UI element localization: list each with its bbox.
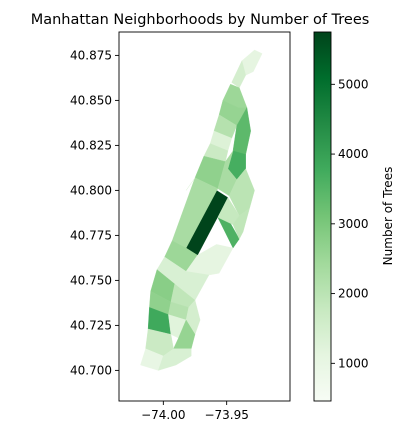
neighborhood-region-26: [185, 299, 201, 335]
y-axis-ticks: 40.875 40.850 40.825 40.800 40.775 40.750 40.7…: [70, 48, 119, 377]
colorbar-ticks: 1000 2000 3000 4000 5000: [331, 77, 369, 370]
chart-title: Manhattan Neighborhoods by Number of Tre…: [31, 12, 370, 28]
colorbar-tick-label-1: 1000: [338, 356, 369, 370]
colorbar-tick-label-4: 4000: [338, 147, 369, 161]
y-tick-label-5: 40.775: [70, 228, 112, 242]
neighborhood-region-2: [231, 60, 246, 89]
neighborhood-region-17: [232, 207, 250, 240]
neighborhood-regions: [140, 49, 263, 371]
neighborhood-region-32: [157, 348, 192, 371]
x-tick-label-2: −73.95: [204, 408, 248, 422]
neighborhood-region-1: [241, 49, 263, 76]
x-axis-ticks: −74.00 −73.95: [141, 401, 249, 422]
neighborhood-region-6: [232, 107, 251, 155]
colorbar-label: Number of Trees: [381, 167, 395, 266]
y-tick-label-4: 40.800: [70, 183, 112, 197]
neighborhood-region-33: [185, 177, 196, 191]
y-tick-label-7: 40.725: [70, 318, 112, 332]
colorbar: [313, 31, 332, 402]
colorbar-tick-label-2: 2000: [338, 287, 369, 301]
colorbar-tick-label-3: 3000: [338, 217, 369, 231]
map-axes-frame: [118, 31, 291, 402]
y-tick-label-2: 40.850: [70, 93, 112, 107]
x-tick-label-1: −74.00: [141, 408, 185, 422]
y-tick-label-6: 40.750: [70, 273, 112, 287]
y-tick-label-8: 40.700: [70, 363, 112, 377]
y-tick-label-1: 40.875: [70, 48, 112, 62]
y-tick-label-3: 40.825: [70, 138, 112, 152]
colorbar-tick-label-5: 5000: [338, 77, 369, 91]
